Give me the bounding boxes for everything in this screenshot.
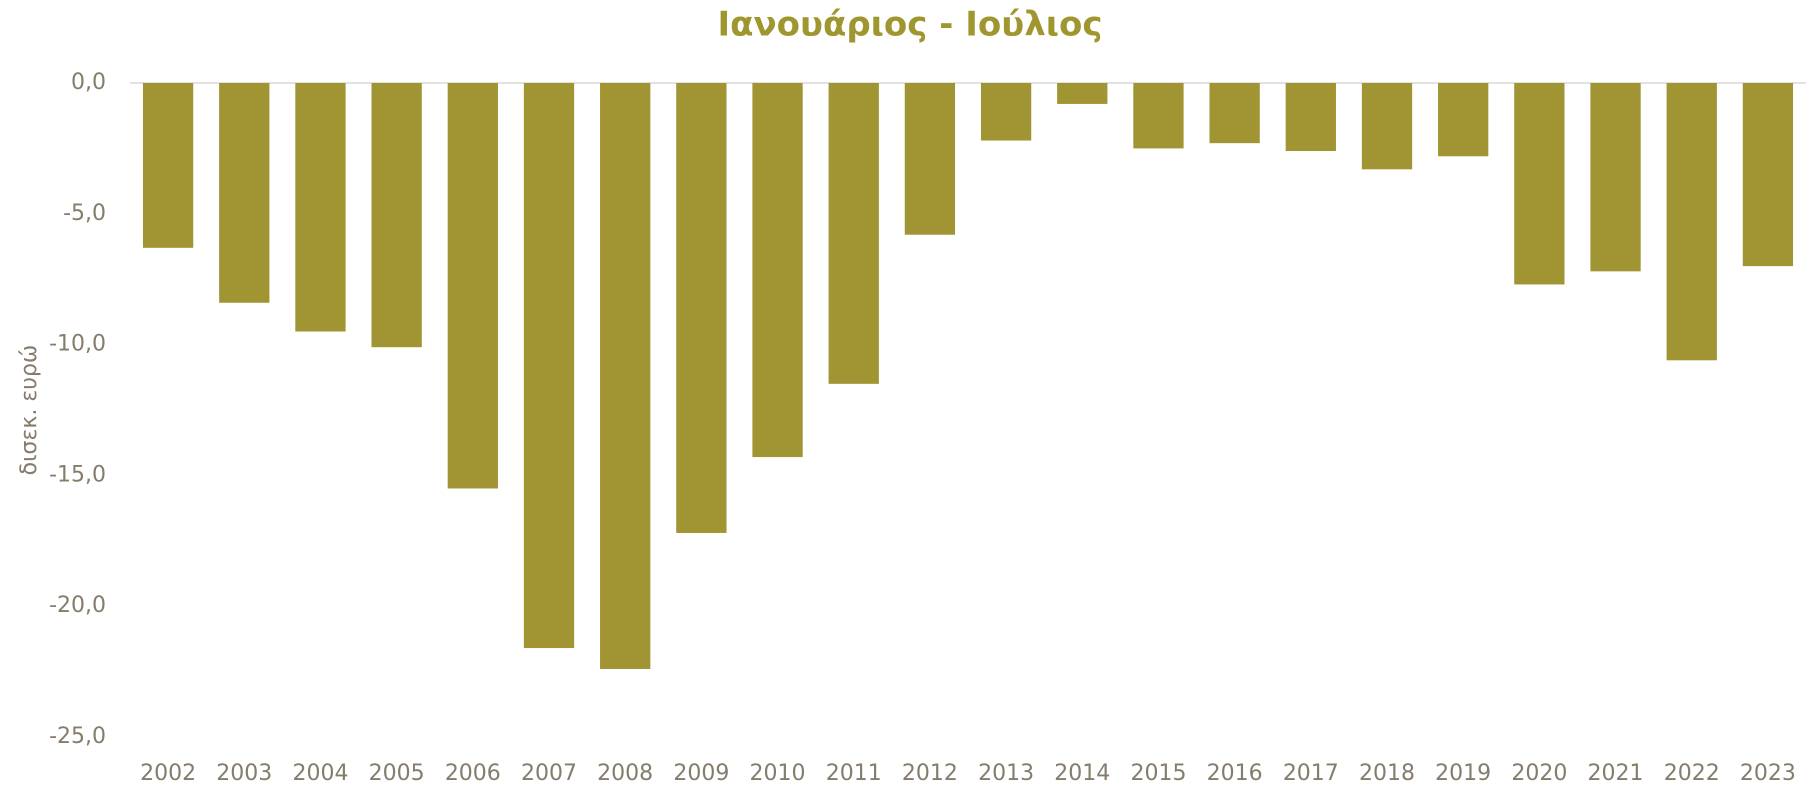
x-tick-label: 2014	[1054, 761, 1110, 786]
bar	[371, 83, 422, 348]
y-tick-label: -10,0	[49, 332, 106, 357]
bar	[1133, 83, 1184, 149]
x-tick-label: 2023	[1740, 761, 1796, 786]
x-tick-label: 2019	[1435, 761, 1491, 786]
chart-title: Ιανουάριος - Ιούλιος	[718, 5, 1103, 45]
bar	[600, 83, 651, 669]
x-tick-label: 2010	[750, 761, 806, 786]
x-tick-label: 2009	[673, 761, 729, 786]
bar	[1514, 83, 1565, 285]
x-tick-label: 2022	[1664, 761, 1720, 786]
bar	[1438, 83, 1489, 157]
bar	[1590, 83, 1641, 272]
y-tick-label: -25,0	[49, 724, 106, 749]
x-tick-label: 2013	[978, 761, 1034, 786]
x-tick-label: 2004	[292, 761, 348, 786]
x-tick-label: 2021	[1588, 761, 1644, 786]
x-tick-label: 2002	[140, 761, 196, 786]
bar	[1285, 83, 1336, 152]
bar	[295, 83, 346, 332]
bar	[219, 83, 270, 303]
bar	[1209, 83, 1260, 144]
bar	[1057, 83, 1108, 104]
bar	[828, 83, 879, 384]
x-tick-label: 2012	[902, 761, 958, 786]
bar	[142, 83, 194, 248]
bar	[1742, 83, 1794, 267]
x-tick-label: 2007	[521, 761, 577, 786]
x-tick-label: 2006	[445, 761, 501, 786]
x-tick-label: 2018	[1359, 761, 1415, 786]
x-tick-label: 2015	[1130, 761, 1186, 786]
bar	[447, 83, 498, 489]
x-tick-label: 2008	[597, 761, 653, 786]
y-tick-label: 0,0	[71, 70, 106, 95]
bar	[904, 83, 956, 235]
bar	[1666, 83, 1717, 361]
bar	[523, 83, 575, 649]
y-tick-label: -15,0	[49, 462, 106, 487]
bar	[752, 83, 803, 458]
y-tick-label: -20,0	[49, 593, 106, 618]
x-tick-label: 2005	[369, 761, 425, 786]
x-tick-label: 2017	[1283, 761, 1339, 786]
y-tick-label: -5,0	[63, 201, 106, 226]
y-axis-label: δισεκ. ευρώ	[17, 345, 42, 476]
x-tick-label: 2016	[1207, 761, 1263, 786]
bar	[676, 83, 727, 533]
bar	[1361, 83, 1413, 170]
x-tick-label: 2003	[216, 761, 272, 786]
bar	[980, 83, 1032, 141]
x-tick-label: 2011	[826, 761, 882, 786]
x-tick-label: 2020	[1511, 761, 1567, 786]
